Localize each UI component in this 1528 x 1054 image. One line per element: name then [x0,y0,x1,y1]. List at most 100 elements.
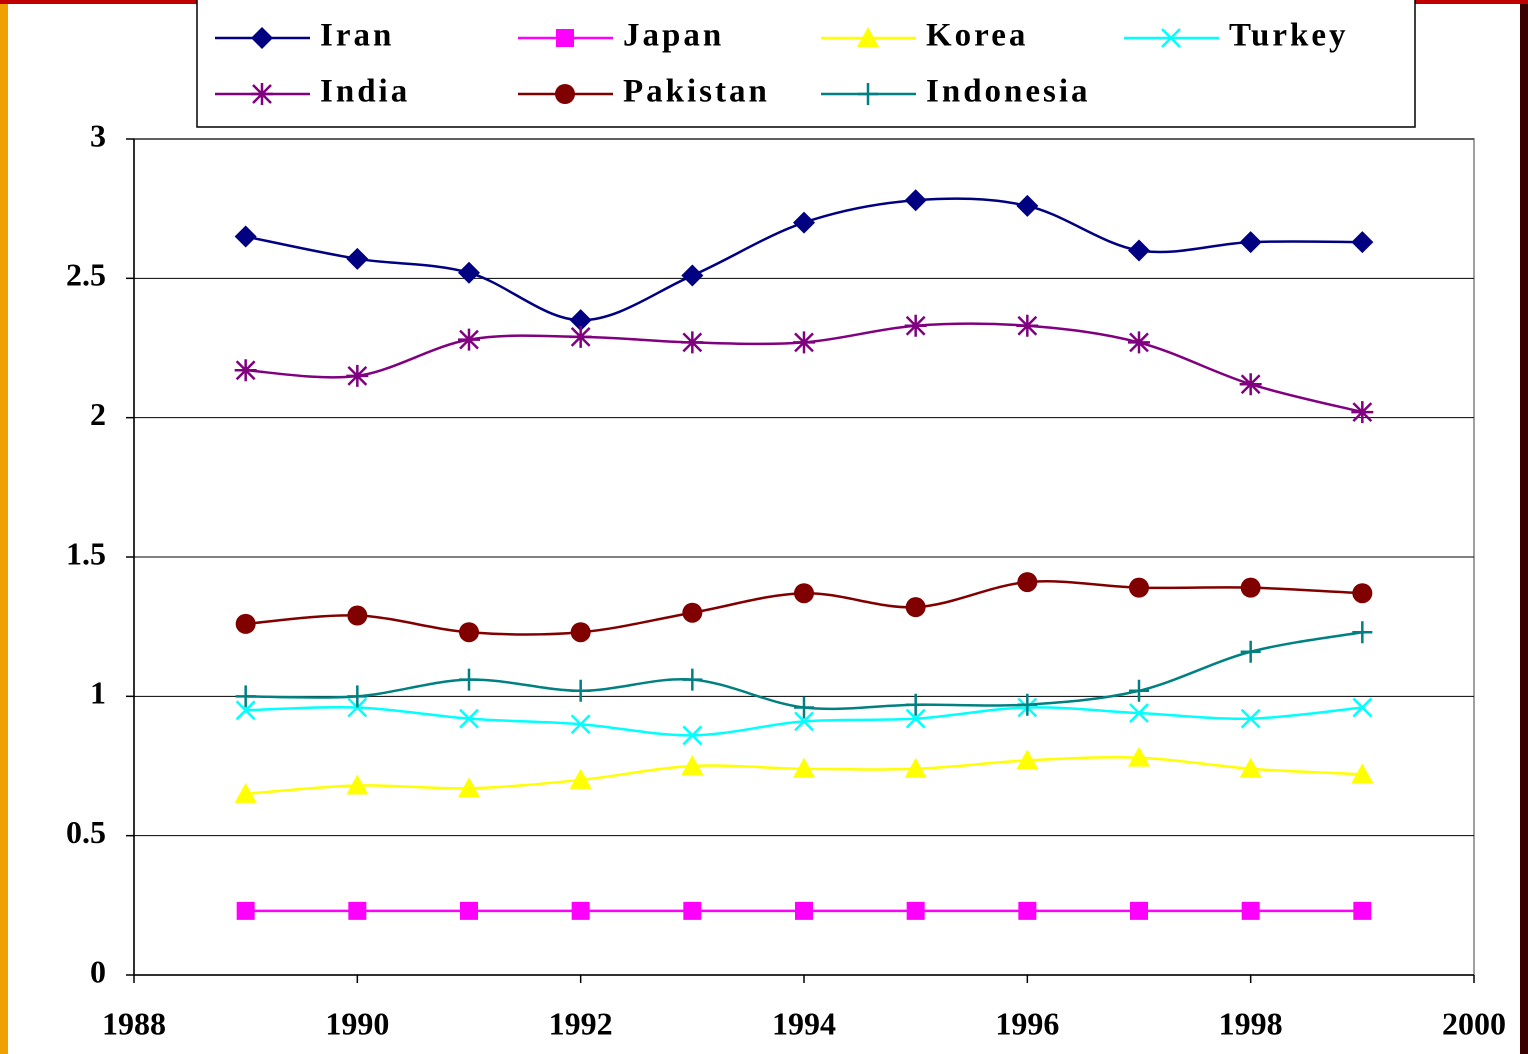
marker [1352,583,1373,604]
x-tick-label: 1990 [325,1005,389,1041]
marker [1240,708,1261,729]
marker [459,668,479,691]
marker [1129,703,1149,723]
marker [346,247,369,270]
legend-label: Turkey [1229,18,1348,54]
marker [1129,577,1149,598]
y-tick-label: 0.5 [66,814,106,850]
marker [234,782,257,803]
marker [1017,693,1038,716]
left-border [0,0,8,1054]
x-tick-label: 1988 [102,1005,166,1041]
marker [570,714,591,735]
legend-label: Japan [623,18,724,54]
marker [904,757,927,778]
marker [1017,572,1038,593]
marker [1128,239,1150,262]
marker [793,331,815,354]
marker [794,711,814,732]
y-tick-label: 0 [90,953,106,989]
marker [794,583,814,604]
marker [906,901,925,920]
y-tick-label: 1.5 [66,535,106,571]
marker [794,696,814,719]
marker [1240,577,1261,598]
marker [1128,746,1150,767]
y-tick-label: 2 [90,396,106,432]
marker [905,708,926,729]
marker [348,901,367,920]
marker [905,597,926,618]
legend-label: Pakistan [623,74,770,110]
marker [1352,697,1373,718]
marker [347,605,368,626]
x-tick-label: 1998 [1219,1005,1283,1041]
marker [459,622,479,643]
marker [681,755,704,775]
marker [569,325,592,348]
marker [1130,901,1148,920]
marker [570,679,591,702]
legend-marker [251,83,273,105]
marker [682,668,703,691]
marker [346,364,369,387]
legend-marker [556,29,574,47]
y-tick-label: 2.5 [66,257,106,293]
marker [570,622,591,643]
legend-marker [555,84,575,104]
marker [1239,757,1262,778]
legend-label: Korea [926,18,1028,54]
marker [1018,901,1037,920]
marker [681,331,704,354]
marker [347,697,368,718]
marker [571,901,590,920]
y-tick-label: 3 [90,117,106,153]
legend-label: Indonesia [926,74,1091,110]
marker [1239,373,1262,396]
marker [1016,194,1039,217]
marker [569,768,592,789]
marker [793,211,815,234]
marker [1241,901,1260,920]
x-tick-label: 1994 [772,1005,836,1041]
marker [904,314,927,337]
marker [795,901,813,920]
marker [682,725,703,746]
marker [1129,679,1149,702]
marker [1016,314,1039,337]
legend-marker [858,83,878,105]
marker [1351,763,1374,784]
marker [1353,901,1372,920]
marker [1352,621,1373,644]
marker [458,261,480,284]
marker [459,708,479,729]
marker [347,685,368,708]
marker [235,700,256,721]
x-tick-label: 1992 [549,1005,613,1041]
marker [904,189,927,212]
right-border [1520,0,1528,1054]
marker [235,613,256,634]
y-tick-label: 1 [90,675,106,711]
marker [1351,401,1374,424]
marker [1128,331,1150,354]
marker [234,359,257,382]
marker [458,777,480,798]
legend-marker [857,27,879,47]
legend-label: Iran [320,18,394,54]
marker [683,901,702,920]
marker [1239,231,1262,254]
legend-marker [1161,28,1181,48]
marker [569,309,592,332]
marker [235,685,256,708]
marker [460,901,478,920]
marker [236,901,255,920]
marker [346,774,369,795]
marker [1240,640,1261,663]
marker [905,693,926,716]
marker [681,264,704,287]
legend-box [196,0,1416,128]
marker [1016,749,1039,770]
x-tick-label: 2000 [1442,1005,1506,1041]
